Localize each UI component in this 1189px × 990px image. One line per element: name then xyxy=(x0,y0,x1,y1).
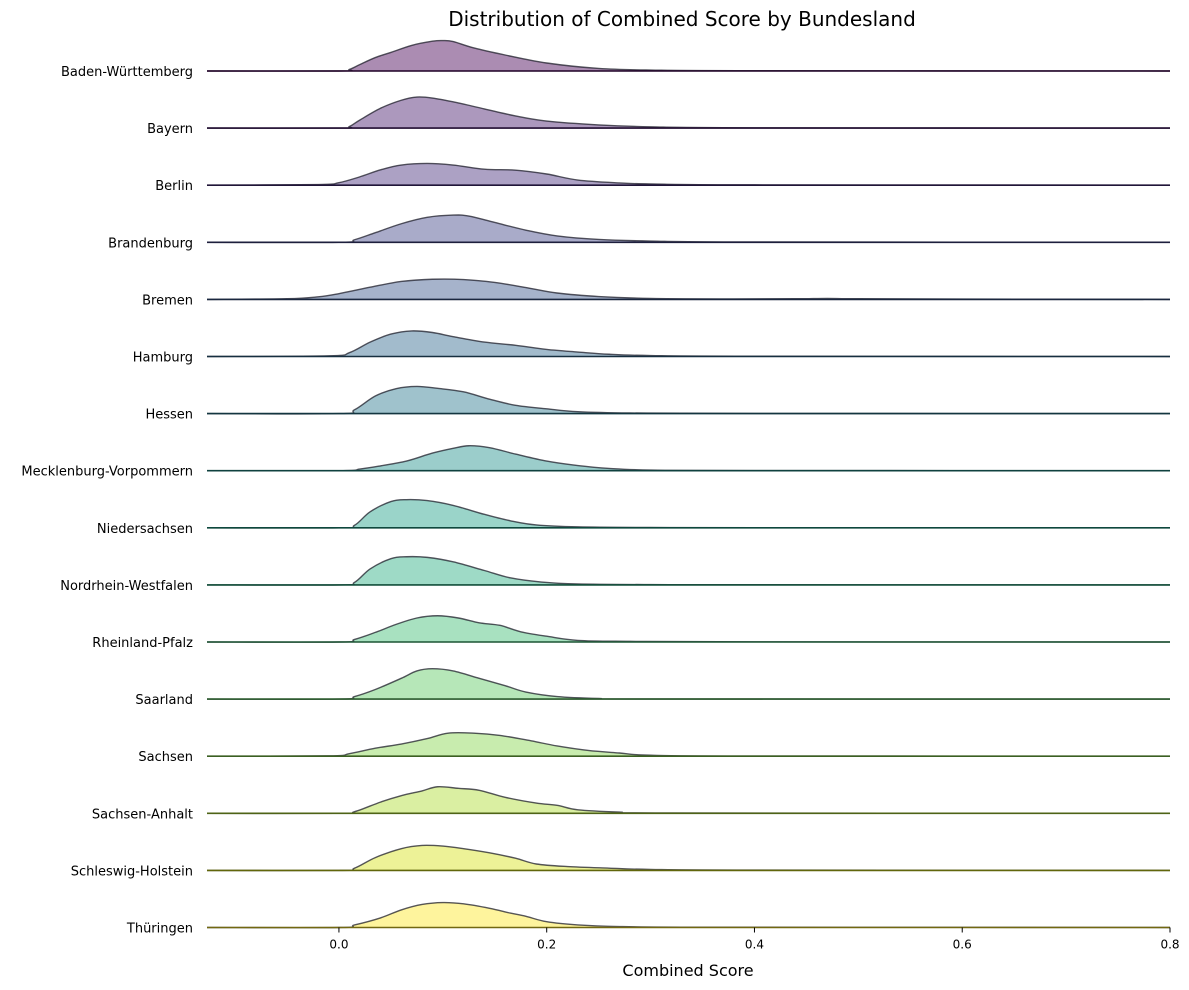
ridge-line-thuringen xyxy=(206,901,1171,929)
x-tick-label-1: 0.2 xyxy=(537,938,556,952)
ridge-area-sachsen-anhalt xyxy=(207,786,1170,814)
x-axis-label: Combined Score xyxy=(622,961,753,980)
row-label-berlin: Berlin xyxy=(155,179,193,194)
x-tick-label-4: 0.8 xyxy=(1160,938,1179,952)
row-label-saarland: Saarland xyxy=(135,693,193,708)
ridge-area-nordrhein-westfalen xyxy=(207,556,1170,586)
ridge-line-mecklenburg-vorpommern xyxy=(206,445,1171,472)
ridge-line-sachsen-anhalt xyxy=(206,785,1171,815)
ridge-area-bremen xyxy=(207,279,1170,300)
row-label-hessen: Hessen xyxy=(145,408,193,423)
x-axis: 0.0 0.2 0.4 0.6 0.8 xyxy=(329,927,1180,952)
row-label-rheinland-pfalz: Rheinland-Pfalz xyxy=(92,636,193,651)
row-label-nordrhein-westfalen: Nordrhein-Westfalen xyxy=(60,579,193,594)
ridge-area-bayern xyxy=(207,96,1170,129)
x-tick-label-3: 0.6 xyxy=(953,938,972,952)
ridge-area-thuringen xyxy=(207,902,1170,928)
ridge-area-sachsen xyxy=(207,732,1170,757)
ridge-line-niedersachsen xyxy=(206,498,1171,529)
row-label-baden-wurttemberg: Baden-Württemberg xyxy=(61,65,193,80)
ridge-line-baden-wurttemberg xyxy=(206,39,1171,72)
ridge-area-saarland xyxy=(207,668,1170,700)
row-label-niedersachsen: Niedersachsen xyxy=(97,522,193,537)
ridge-line-rheinland-pfalz xyxy=(206,615,1171,643)
x-tick-label-2: 0.4 xyxy=(745,938,764,952)
row-label-bayern: Bayern xyxy=(147,122,193,137)
ridge-line-sachsen xyxy=(206,731,1171,757)
ridge-line-bayern xyxy=(206,96,1171,129)
row-label-schleswig-holstein: Schleswig-Holstein xyxy=(71,864,193,879)
ridge-area-schleswig-holstein xyxy=(207,845,1170,871)
ridge-line-saarland xyxy=(206,667,1171,700)
row-label-sachsen: Sachsen xyxy=(138,750,193,765)
ridge-area-brandenburg xyxy=(207,214,1170,243)
ridge-line-hessen xyxy=(206,385,1171,415)
row-label-hamburg: Hamburg xyxy=(133,351,193,366)
ridge-area-niedersachsen xyxy=(207,499,1170,528)
ridge-line-brandenburg xyxy=(206,214,1171,244)
row-label-mecklenburg-vorpommern: Mecklenburg-Vorpommern xyxy=(21,465,193,480)
ridge-area-berlin xyxy=(207,163,1170,186)
ridge-area-baden-wurttemberg xyxy=(207,40,1170,72)
ridge-area-hamburg xyxy=(207,330,1170,357)
row-label-thuringen: Thüringen xyxy=(126,922,193,937)
row-label-brandenburg: Brandenburg xyxy=(108,236,193,251)
row-label-sachsen-anhalt: Sachsen-Anhalt xyxy=(92,807,193,822)
x-tick-label-0: 0.0 xyxy=(329,938,348,952)
ridge-line-nordrhein-westfalen xyxy=(206,555,1171,586)
ridges-group xyxy=(206,39,1171,929)
ridge-line-schleswig-holstein xyxy=(206,844,1171,872)
row-label-bremen: Bremen xyxy=(142,293,193,308)
ridge-area-rheinland-pfalz xyxy=(207,615,1170,643)
ridge-area-hessen xyxy=(207,386,1170,414)
ridge-area-mecklenburg-vorpommern xyxy=(207,445,1170,471)
row-labels-group: Baden-Württemberg Bayern Berlin Brandenburg… xyxy=(21,65,193,937)
chart-title: Distribution of Combined Score by Bundes… xyxy=(448,7,916,31)
